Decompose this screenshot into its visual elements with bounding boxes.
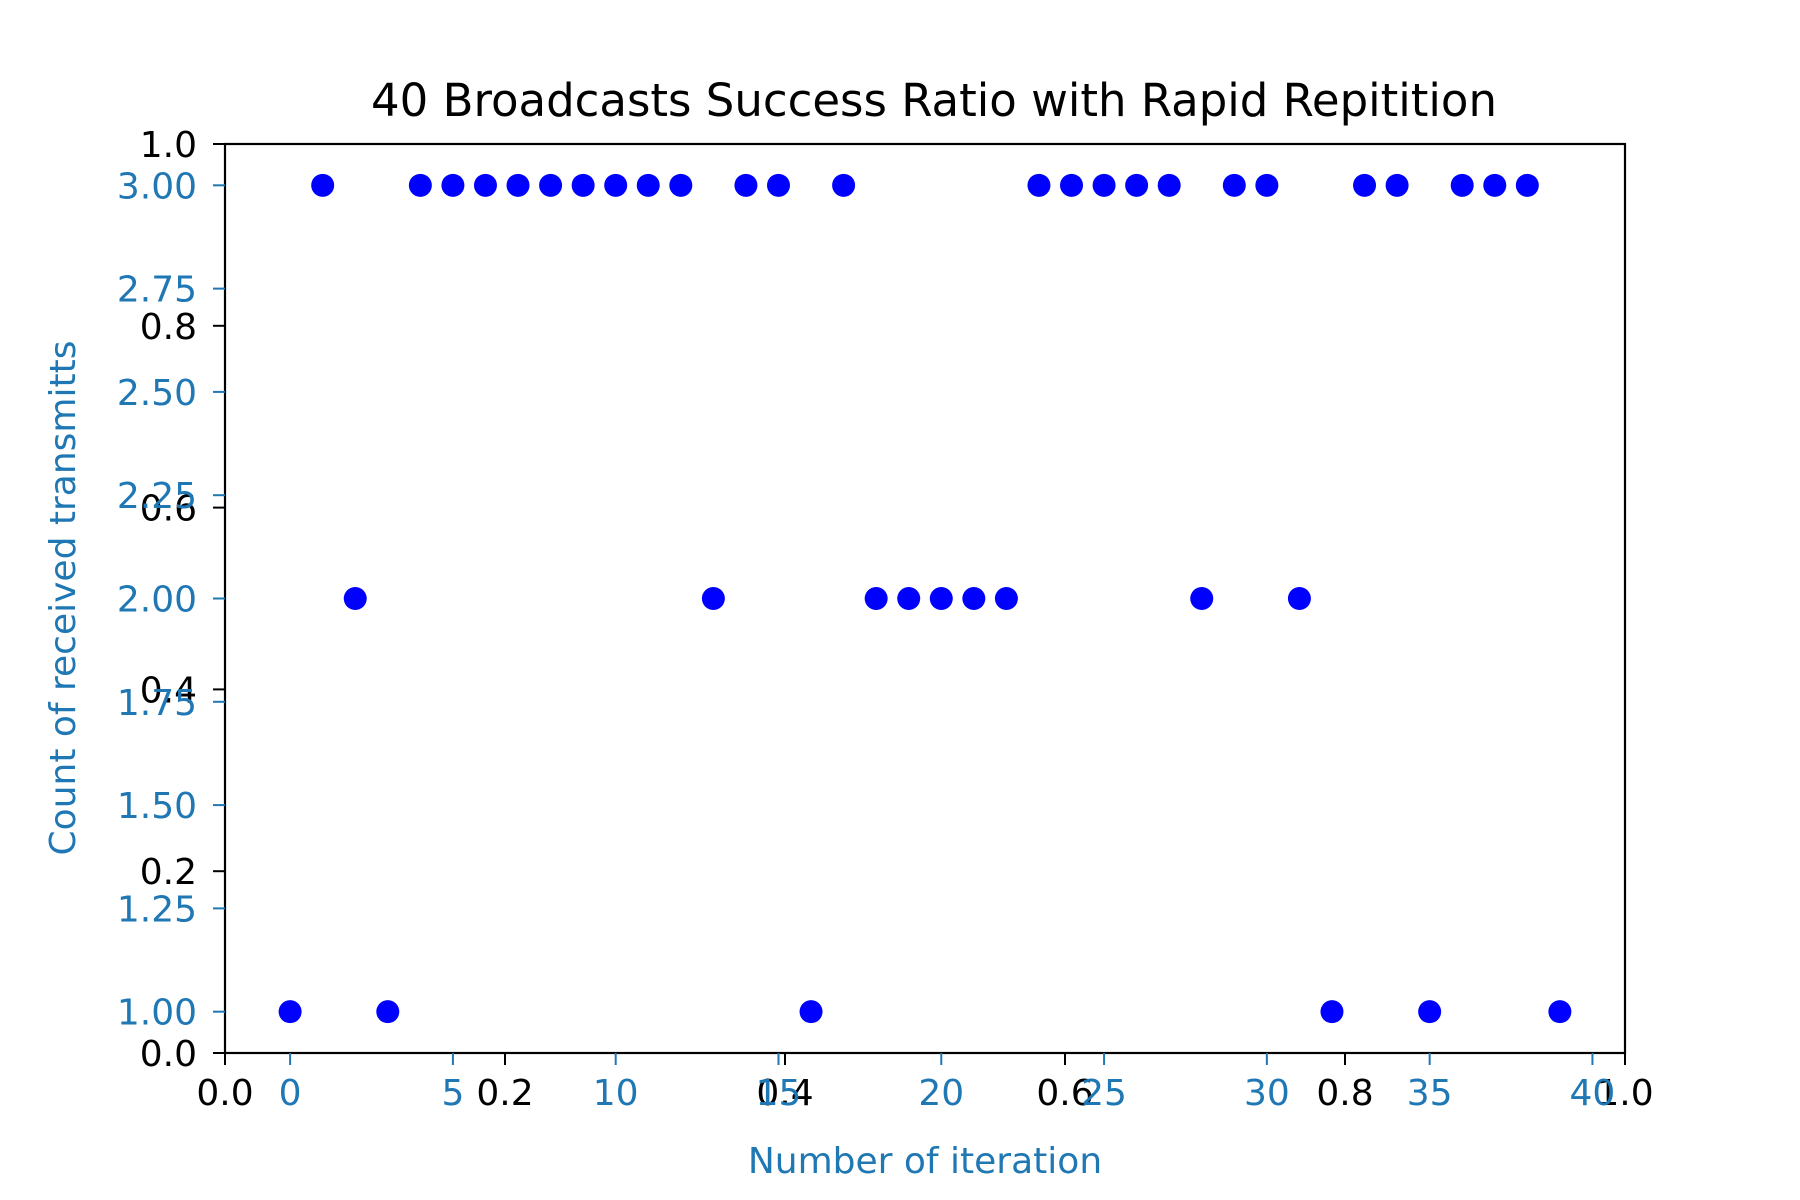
overlay-y-tick-label: 0.6 <box>140 489 197 530</box>
y-tick-label: 1.25 <box>117 889 197 930</box>
x-tick-label: 5 <box>441 1073 464 1114</box>
y-tick-label: 2.50 <box>117 373 197 414</box>
data-point <box>929 587 953 610</box>
y-tick-label: 1.50 <box>117 786 197 827</box>
data-point <box>1353 173 1377 197</box>
data-point <box>604 173 628 197</box>
overlay-x-tick-label: 1.0 <box>1596 1073 1653 1114</box>
data-point <box>1222 173 1246 197</box>
data-point <box>1287 587 1311 610</box>
data-point <box>1320 1000 1344 1024</box>
x-tick-label: 10 <box>593 1073 639 1114</box>
data-point <box>799 1000 823 1024</box>
data-point <box>376 1000 400 1024</box>
x-tick-label: 30 <box>1244 1073 1290 1114</box>
overlay-x-tick-label: 0.8 <box>1316 1073 1373 1114</box>
x-tick-label: 40 <box>1570 1073 1616 1114</box>
overlay-y-tick-label: 0.4 <box>140 670 197 711</box>
overlay-x-tick-label: 0.4 <box>756 1073 813 1114</box>
data-point <box>1385 173 1409 197</box>
y-axis-label: Count of received transmitts <box>43 341 84 856</box>
data-point <box>766 173 790 197</box>
data-point <box>636 173 660 197</box>
main-axes: 0 5 10 15 20 25 30 35 40 1.00 1.25 1.50 1.75 2.00 2.25… <box>117 166 1616 1114</box>
data-point <box>1190 587 1214 610</box>
y-tick-label: 3.00 <box>117 166 197 207</box>
data-point <box>278 1000 302 1024</box>
overlay-x-tick-label: 0.2 <box>476 1073 533 1114</box>
data-point <box>1092 173 1116 197</box>
overlay-y-tick-label: 1.0 <box>140 125 197 166</box>
overlay-y-tick-label: 0.8 <box>140 307 197 348</box>
data-point <box>701 587 725 610</box>
x-tick-label: 15 <box>756 1073 802 1114</box>
x-tick-label: 35 <box>1407 1073 1453 1114</box>
data-point <box>897 587 921 610</box>
data-point <box>473 173 497 197</box>
data-points <box>278 173 1572 1024</box>
data-point <box>734 173 758 197</box>
data-point <box>506 173 530 197</box>
overlay-x-tick-label: 0.0 <box>196 1073 253 1114</box>
y-tick-label: 1.75 <box>117 683 197 724</box>
x-axis-label: Number of iteration <box>748 1141 1102 1182</box>
data-point <box>1125 173 1149 197</box>
overlay-axes: 0.0 0.2 0.4 0.6 0.8 1.0 0.0 0.2 0.4 0.6 0.8 1.0 <box>140 125 1654 1114</box>
chart-title: 40 Broadcasts Success Ratio with Rapid R… <box>371 74 1497 127</box>
data-point <box>408 173 432 197</box>
y-tick-label: 2.25 <box>117 476 197 517</box>
data-point <box>1515 173 1539 197</box>
overlay-y-tick-label: 0.0 <box>140 1034 197 1075</box>
data-point <box>832 173 856 197</box>
data-point <box>1483 173 1507 197</box>
data-point <box>539 173 563 197</box>
data-point <box>1060 173 1084 197</box>
data-point <box>669 173 693 197</box>
data-point <box>441 173 465 197</box>
x-tick-label: 0 <box>279 1073 302 1114</box>
x-tick-label: 20 <box>918 1073 964 1114</box>
data-point <box>1255 173 1279 197</box>
data-point <box>571 173 595 197</box>
y-tick-label: 2.75 <box>117 270 197 311</box>
y-tick-label: 1.00 <box>117 993 197 1034</box>
data-point <box>864 587 888 610</box>
data-point <box>1027 173 1051 197</box>
data-point <box>1450 173 1474 197</box>
y-tick-label: 2.00 <box>117 580 197 621</box>
overlay-x-tick-label: 0.6 <box>1036 1073 1093 1114</box>
data-point <box>1548 1000 1572 1024</box>
data-point <box>962 587 986 610</box>
x-tick-label: 25 <box>1081 1073 1127 1114</box>
data-point <box>343 587 367 610</box>
data-point <box>1157 173 1181 197</box>
data-point <box>994 587 1018 610</box>
plot-frame <box>223 142 1627 1055</box>
overlay-y-tick-label: 0.2 <box>140 852 197 893</box>
data-point <box>1418 1000 1442 1024</box>
data-point <box>311 173 335 197</box>
